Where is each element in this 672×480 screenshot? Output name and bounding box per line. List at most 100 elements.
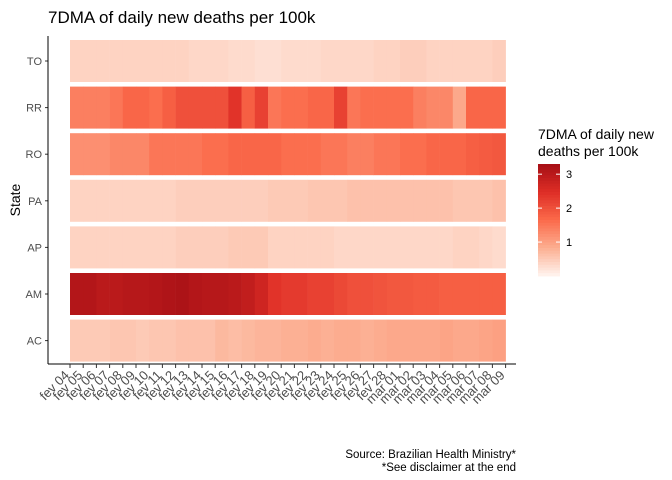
heatmap-cell [413, 40, 427, 82]
heatmap-cell [136, 40, 150, 82]
heatmap-cell [386, 40, 401, 82]
heatmap-cell [202, 86, 216, 129]
heatmap-cell [492, 86, 506, 129]
heatmap-cell [149, 86, 163, 129]
heatmap-cell [188, 86, 203, 129]
heatmap-cell [307, 40, 322, 82]
heatmap-cell [254, 319, 269, 362]
heatmap-cell [360, 179, 374, 222]
heatmap-cell [360, 273, 374, 315]
heatmap-cell [400, 226, 414, 269]
heatmap-cell [241, 226, 256, 269]
legend-color-segment [538, 172, 560, 176]
heatmap-cell [426, 40, 440, 82]
legend-color-segment [538, 270, 560, 274]
heatmap-cell [400, 86, 414, 129]
legend-color-segment [538, 203, 560, 207]
heatmap-cell [149, 40, 163, 82]
heatmap-cell [175, 40, 190, 82]
legend-color-segment [538, 194, 560, 198]
heatmap-cell [347, 133, 361, 176]
heatmap-cell [96, 179, 110, 222]
heatmap-cell [347, 226, 361, 269]
legend-color-segment [538, 256, 560, 260]
heatmap-cell [241, 86, 256, 129]
heatmap-cell [439, 273, 454, 315]
heatmap-cell [268, 273, 282, 315]
heatmap-cell [149, 273, 163, 315]
legend-color-segment [538, 180, 560, 184]
heatmap-cell [452, 226, 467, 269]
heatmap-cell [452, 273, 467, 315]
heatmap-cell [228, 226, 242, 269]
heatmap-cell [452, 179, 467, 222]
heatmap-cell [268, 319, 282, 362]
heatmap-cell [162, 86, 176, 129]
heatmap-cell [334, 226, 348, 269]
heatmap-cell [228, 273, 242, 315]
heatmap-cell [228, 86, 242, 129]
heatmap-cell [149, 133, 163, 176]
y-tick-label: AC [27, 336, 42, 348]
heatmap-cell [294, 319, 308, 362]
heatmap-cell [96, 86, 110, 129]
chart-title: 7DMA of daily new deaths per 100k [48, 8, 316, 27]
heatmap-cell [466, 319, 480, 362]
heatmap-cell [136, 273, 150, 315]
legend-title-line-2: deaths per 100k [538, 143, 639, 159]
color-legend: 7DMA of daily new deaths per 100k 1 2 3 [538, 126, 655, 277]
heatmap-cell [373, 179, 388, 222]
heatmap-cell [479, 86, 493, 129]
heatmap-cell [281, 40, 295, 82]
heatmap-cell [96, 319, 110, 362]
heatmap-cell [122, 319, 137, 362]
heatmap-cell [136, 226, 150, 269]
heatmap-cell [492, 179, 506, 222]
heatmap-cell [202, 273, 216, 315]
heatmap-cell [241, 133, 256, 176]
heatmap-cell [281, 319, 295, 362]
heatmap-cell [96, 133, 110, 176]
heatmap-cell [307, 226, 322, 269]
heatmap-cell [466, 226, 480, 269]
heatmap-cell [162, 179, 176, 222]
heatmap-cell [360, 319, 374, 362]
heatmap-cell [109, 319, 124, 362]
heatmap-cell [70, 133, 84, 176]
legend-color-segment [538, 262, 560, 266]
heatmap-cell [347, 86, 361, 129]
heatmap-cell [492, 226, 506, 269]
heatmap-cell [360, 226, 374, 269]
heatmap-cell [254, 226, 269, 269]
legend-color-segment [538, 200, 560, 204]
heatmap-cell [268, 226, 282, 269]
legend-color-segment [538, 273, 560, 277]
heatmap-cell [492, 40, 506, 82]
heatmap-cell [492, 273, 506, 315]
legend-color-segment [538, 189, 560, 193]
heatmap-cell [320, 273, 335, 315]
heatmap-cell [281, 133, 295, 176]
legend-color-segment [538, 225, 560, 229]
heatmap-cell [439, 319, 454, 362]
legend-tick-label: 2 [566, 203, 572, 215]
legend-color-segment [538, 267, 560, 271]
heatmap-cell [439, 226, 454, 269]
heatmap-cell [122, 179, 137, 222]
heatmap-cell [334, 319, 348, 362]
heatmap-cell [122, 40, 137, 82]
heatmap-cell [188, 319, 203, 362]
heatmap-cell [479, 319, 493, 362]
legend-color-segment [538, 236, 560, 240]
heatmap-cell [215, 179, 229, 222]
legend-color-segment [538, 206, 560, 210]
heatmap-cell [188, 226, 203, 269]
legend-color-segment [538, 242, 560, 246]
heatmap-cell [109, 86, 124, 129]
legend-color-segment [538, 186, 560, 190]
heatmap-cell [109, 133, 124, 176]
heatmap-cell [175, 273, 190, 315]
heatmap-cell [334, 40, 348, 82]
heatmap-cell [241, 179, 256, 222]
